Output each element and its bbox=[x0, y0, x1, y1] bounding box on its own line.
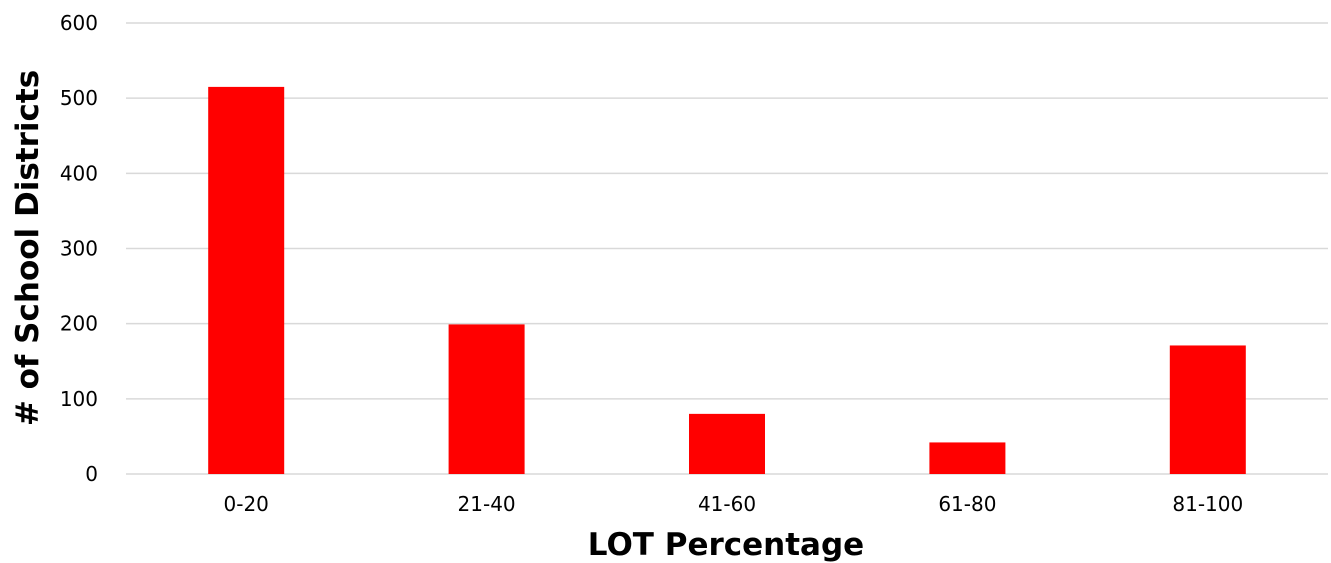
y-tick-label: 200 bbox=[60, 312, 98, 336]
y-tick-labels: 0 100 200 300 400 500 600 bbox=[60, 11, 98, 486]
bar-61-80 bbox=[929, 442, 1006, 474]
x-tick-label: 0-20 bbox=[224, 492, 269, 516]
bar-0-20 bbox=[208, 86, 285, 475]
x-tick-labels: 0-20 21-40 41-60 61-80 81-100 bbox=[224, 492, 1244, 516]
x-axis-title: LOT Percentage bbox=[588, 527, 864, 563]
y-axis-title: # of School Districts bbox=[10, 70, 46, 426]
y-tick-label: 500 bbox=[60, 86, 98, 110]
bar-21-40 bbox=[448, 324, 525, 474]
x-tick-label: 21-40 bbox=[458, 492, 516, 516]
y-tick-label: 300 bbox=[60, 237, 98, 261]
y-tick-label: 0 bbox=[85, 462, 98, 486]
x-tick-label: 41-60 bbox=[698, 492, 756, 516]
y-tick-label: 400 bbox=[60, 161, 98, 185]
y-tick-label: 600 bbox=[60, 11, 98, 35]
y-tick-label: 100 bbox=[60, 387, 98, 411]
x-tick-label: 81-100 bbox=[1172, 492, 1243, 516]
x-tick-label: 61-80 bbox=[938, 492, 996, 516]
bars bbox=[208, 86, 1246, 475]
bar-41-60 bbox=[689, 413, 765, 474]
bar-81-100 bbox=[1169, 345, 1246, 474]
gridlines bbox=[126, 22, 1328, 475]
